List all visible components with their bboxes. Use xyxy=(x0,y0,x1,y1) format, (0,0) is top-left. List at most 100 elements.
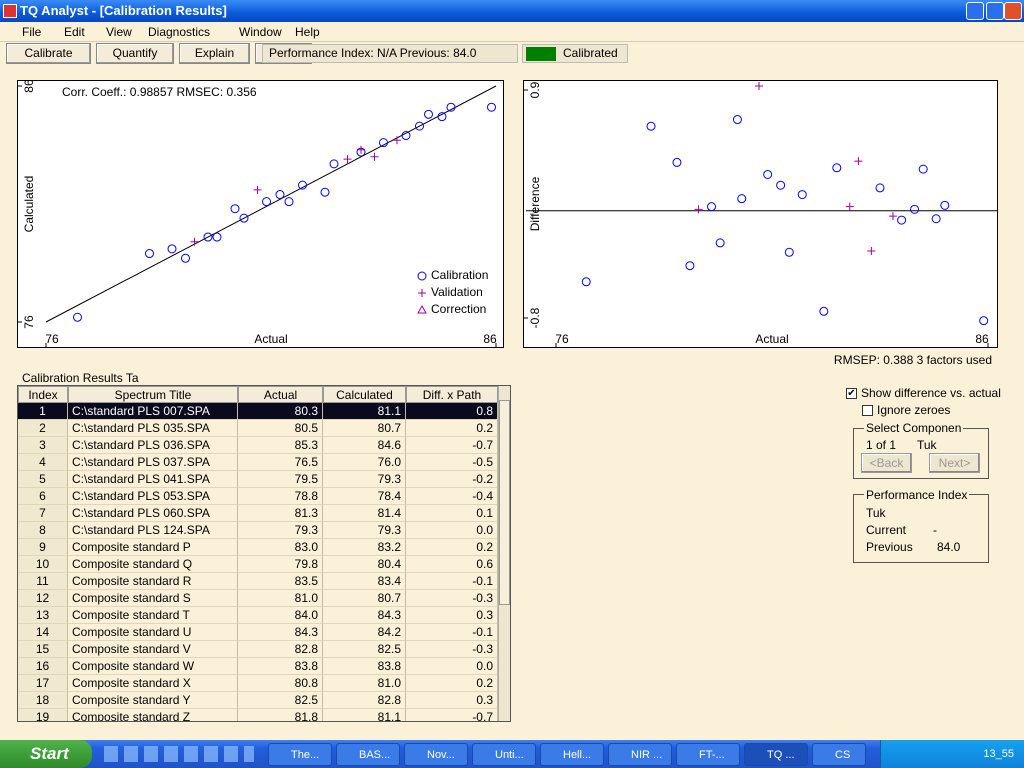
table-cell[interactable]: 82.8 xyxy=(323,692,406,709)
table-cell[interactable]: 80.8 xyxy=(238,675,323,692)
checkbox[interactable]: ✔ xyxy=(846,388,857,399)
table-cell[interactable]: 79.3 xyxy=(323,522,406,539)
taskbar-task[interactable]: TQ ... xyxy=(744,743,808,766)
table-cell[interactable]: Composite standard T xyxy=(68,607,238,624)
table-cell[interactable]: C:\standard PLS 007.SPA xyxy=(68,403,238,420)
table-cell[interactable]: 80.3 xyxy=(238,403,323,420)
table-cell[interactable]: 83.2 xyxy=(323,539,406,556)
table-cell[interactable]: -0.2 xyxy=(406,471,498,488)
table-cell[interactable]: 83.4 xyxy=(323,573,406,590)
menu-item[interactable]: Help xyxy=(295,25,320,39)
close-button[interactable] xyxy=(1004,2,1022,20)
column-header[interactable]: Spectrum Title xyxy=(68,386,238,403)
start-button[interactable]: Start xyxy=(0,740,92,768)
table-cell[interactable]: 4 xyxy=(18,454,68,471)
table-cell[interactable]: Composite standard Z xyxy=(68,709,238,721)
table-cell[interactable]: 0.1 xyxy=(406,505,498,522)
table-cell[interactable]: -0.1 xyxy=(406,573,498,590)
table-cell[interactable]: 81.1 xyxy=(323,709,406,721)
table-cell[interactable]: 19 xyxy=(18,709,68,721)
toolbar-button[interactable]: Quantify xyxy=(96,43,174,64)
menu-item[interactable]: View xyxy=(106,25,132,39)
table-cell[interactable]: 83.8 xyxy=(323,658,406,675)
taskbar-task[interactable]: Nov... xyxy=(404,743,468,766)
table-cell[interactable]: 80.4 xyxy=(323,556,406,573)
table-cell[interactable]: Composite standard P xyxy=(68,539,238,556)
taskbar-task[interactable]: Unti... xyxy=(472,743,536,766)
table-cell[interactable]: 3 xyxy=(18,437,68,454)
table-cell[interactable]: 78.8 xyxy=(238,488,323,505)
table-cell[interactable]: 83.8 xyxy=(238,658,323,675)
table-cell[interactable]: 0.8 xyxy=(406,403,498,420)
table-cell[interactable]: 16 xyxy=(18,658,68,675)
table-cell[interactable]: 12 xyxy=(18,590,68,607)
minimize-button[interactable] xyxy=(966,2,984,20)
table-cell[interactable]: -0.3 xyxy=(406,590,498,607)
column-header[interactable]: Index xyxy=(18,386,68,403)
table-cell[interactable]: C:\standard PLS 035.SPA xyxy=(68,420,238,437)
table-cell[interactable]: C:\standard PLS 124.SPA xyxy=(68,522,238,539)
menu-item[interactable]: Diagnostics xyxy=(148,25,211,39)
table-cell[interactable]: 0.2 xyxy=(406,420,498,437)
table-cell[interactable]: 13 xyxy=(18,607,68,624)
menu-item[interactable]: File xyxy=(22,25,42,39)
table-cell[interactable]: 81.0 xyxy=(238,590,323,607)
table-cell[interactable]: 0.2 xyxy=(406,539,498,556)
table-cell[interactable]: 9 xyxy=(18,539,68,556)
table-cell[interactable]: 18 xyxy=(18,692,68,709)
table-cell[interactable]: 84.6 xyxy=(323,437,406,454)
table-cell[interactable]: 84.3 xyxy=(238,624,323,641)
table-cell[interactable]: Composite standard X xyxy=(68,675,238,692)
table-cell[interactable]: Composite standard U xyxy=(68,624,238,641)
table-cell[interactable]: C:\standard PLS 036.SPA xyxy=(68,437,238,454)
taskbar-task[interactable]: Hell... xyxy=(540,743,604,766)
nav-button[interactable]: <Back xyxy=(861,453,912,473)
table-cell[interactable]: 82.8 xyxy=(238,641,323,658)
table-cell[interactable]: -0.4 xyxy=(406,488,498,505)
table-cell[interactable]: 79.8 xyxy=(238,556,323,573)
table-cell[interactable]: -0.7 xyxy=(406,437,498,454)
table-cell[interactable]: 83.0 xyxy=(238,539,323,556)
table-cell[interactable]: 0.2 xyxy=(406,675,498,692)
column-header[interactable]: Actual xyxy=(238,386,323,403)
checkbox[interactable] xyxy=(862,405,873,416)
table-cell[interactable]: Composite standard V xyxy=(68,641,238,658)
table-cell[interactable]: 80.7 xyxy=(323,420,406,437)
table-cell[interactable]: Composite standard R xyxy=(68,573,238,590)
taskbar-task[interactable]: NIR ... xyxy=(608,743,672,766)
table-cell[interactable]: 76.0 xyxy=(323,454,406,471)
taskbar-task[interactable]: BAS... xyxy=(336,743,400,766)
table-cell[interactable]: 79.3 xyxy=(238,522,323,539)
table-cell[interactable]: 78.4 xyxy=(323,488,406,505)
table-cell[interactable]: 0.3 xyxy=(406,607,498,624)
table-cell[interactable]: 17 xyxy=(18,675,68,692)
table-cell[interactable]: 76.5 xyxy=(238,454,323,471)
table-cell[interactable]: 0.0 xyxy=(406,522,498,539)
table-cell[interactable]: -0.3 xyxy=(406,641,498,658)
column-header[interactable]: Diff. x Path xyxy=(406,386,498,403)
table-cell[interactable]: C:\standard PLS 053.SPA xyxy=(68,488,238,505)
table-cell[interactable]: Composite standard S xyxy=(68,590,238,607)
column-header[interactable]: Calculated xyxy=(323,386,406,403)
scroll-thumb[interactable] xyxy=(499,400,510,605)
table-cell[interactable]: 80.5 xyxy=(238,420,323,437)
table-cell[interactable]: 10 xyxy=(18,556,68,573)
table-cell[interactable]: -0.1 xyxy=(406,624,498,641)
table-cell[interactable]: 6 xyxy=(18,488,68,505)
table-cell[interactable]: 14 xyxy=(18,624,68,641)
taskbar-task[interactable]: CS xyxy=(812,743,866,766)
table-cell[interactable]: 85.3 xyxy=(238,437,323,454)
table-cell[interactable]: 15 xyxy=(18,641,68,658)
table-cell[interactable]: 5 xyxy=(18,471,68,488)
table-cell[interactable]: 81.4 xyxy=(323,505,406,522)
table-cell[interactable]: -0.5 xyxy=(406,454,498,471)
table-cell[interactable]: 0.3 xyxy=(406,692,498,709)
table-cell[interactable]: 81.3 xyxy=(238,505,323,522)
table-cell[interactable]: C:\standard PLS 041.SPA xyxy=(68,471,238,488)
table-cell[interactable]: 83.5 xyxy=(238,573,323,590)
nav-button[interactable]: Next> xyxy=(929,453,980,473)
table-cell[interactable]: 2 xyxy=(18,420,68,437)
table-cell[interactable]: 1 xyxy=(18,403,68,420)
table-cell[interactable]: 81.8 xyxy=(238,709,323,721)
table-cell[interactable]: 79.5 xyxy=(238,471,323,488)
